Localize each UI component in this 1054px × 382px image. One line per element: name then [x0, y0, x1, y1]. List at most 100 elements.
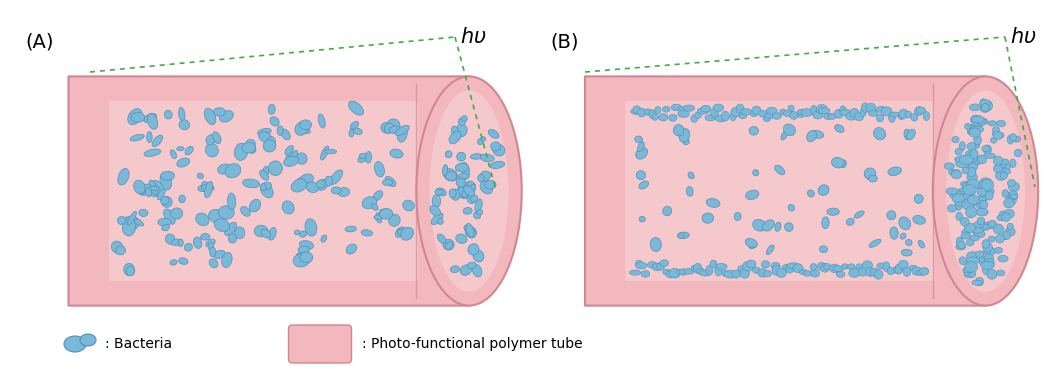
- Ellipse shape: [983, 247, 995, 256]
- Ellipse shape: [775, 222, 781, 231]
- Ellipse shape: [968, 195, 979, 204]
- Ellipse shape: [663, 269, 670, 275]
- Ellipse shape: [829, 264, 840, 273]
- Ellipse shape: [330, 170, 343, 185]
- Ellipse shape: [722, 270, 729, 276]
- Ellipse shape: [674, 125, 684, 136]
- Ellipse shape: [916, 270, 926, 275]
- Ellipse shape: [736, 104, 744, 113]
- Ellipse shape: [659, 114, 668, 121]
- Ellipse shape: [630, 108, 641, 114]
- Ellipse shape: [956, 244, 965, 250]
- Ellipse shape: [967, 189, 975, 196]
- Ellipse shape: [745, 238, 758, 248]
- Ellipse shape: [979, 256, 990, 265]
- Ellipse shape: [1004, 209, 1014, 218]
- Ellipse shape: [242, 142, 256, 153]
- Ellipse shape: [748, 241, 756, 249]
- Ellipse shape: [464, 186, 474, 196]
- Ellipse shape: [861, 103, 868, 112]
- Ellipse shape: [764, 270, 772, 277]
- Ellipse shape: [906, 129, 915, 140]
- Ellipse shape: [761, 261, 769, 268]
- Ellipse shape: [638, 108, 646, 117]
- Ellipse shape: [1010, 159, 1016, 167]
- Ellipse shape: [647, 262, 658, 268]
- Ellipse shape: [973, 230, 984, 238]
- Ellipse shape: [294, 230, 300, 235]
- Ellipse shape: [430, 90, 508, 292]
- Ellipse shape: [706, 265, 713, 275]
- Ellipse shape: [270, 117, 279, 126]
- Ellipse shape: [385, 123, 394, 134]
- Ellipse shape: [172, 239, 181, 246]
- Ellipse shape: [437, 218, 444, 224]
- Ellipse shape: [148, 113, 158, 129]
- Ellipse shape: [671, 104, 682, 111]
- Ellipse shape: [962, 199, 974, 209]
- Ellipse shape: [432, 195, 441, 207]
- Ellipse shape: [714, 104, 724, 112]
- Ellipse shape: [923, 112, 930, 120]
- Ellipse shape: [449, 131, 461, 144]
- Ellipse shape: [933, 76, 1038, 306]
- Ellipse shape: [444, 169, 457, 181]
- Ellipse shape: [149, 180, 157, 194]
- Ellipse shape: [158, 219, 171, 226]
- Ellipse shape: [967, 263, 973, 272]
- Ellipse shape: [823, 113, 833, 120]
- Ellipse shape: [999, 211, 1007, 220]
- Ellipse shape: [206, 134, 216, 145]
- Ellipse shape: [396, 128, 405, 137]
- Ellipse shape: [260, 183, 267, 191]
- Ellipse shape: [749, 126, 759, 135]
- Ellipse shape: [387, 119, 401, 132]
- Ellipse shape: [965, 151, 973, 157]
- Ellipse shape: [889, 113, 895, 123]
- Ellipse shape: [449, 189, 456, 198]
- Ellipse shape: [1004, 227, 1015, 236]
- Ellipse shape: [466, 223, 474, 237]
- Ellipse shape: [117, 217, 125, 225]
- Ellipse shape: [204, 181, 213, 198]
- Ellipse shape: [948, 205, 956, 212]
- Ellipse shape: [200, 233, 210, 240]
- Ellipse shape: [457, 186, 467, 195]
- Ellipse shape: [811, 270, 820, 277]
- Ellipse shape: [965, 207, 977, 217]
- Ellipse shape: [124, 217, 137, 221]
- Ellipse shape: [1010, 134, 1016, 141]
- Ellipse shape: [462, 116, 467, 121]
- Ellipse shape: [876, 106, 886, 113]
- FancyBboxPatch shape: [625, 101, 935, 281]
- FancyBboxPatch shape: [109, 101, 418, 281]
- Ellipse shape: [956, 212, 962, 220]
- Ellipse shape: [730, 107, 742, 117]
- Ellipse shape: [170, 260, 177, 265]
- Ellipse shape: [460, 164, 466, 170]
- Ellipse shape: [635, 136, 643, 143]
- Ellipse shape: [836, 271, 845, 277]
- Ellipse shape: [268, 137, 275, 147]
- Ellipse shape: [740, 269, 749, 278]
- Ellipse shape: [467, 262, 476, 269]
- Ellipse shape: [798, 112, 804, 118]
- Ellipse shape: [639, 216, 645, 222]
- Ellipse shape: [905, 111, 912, 118]
- Ellipse shape: [854, 211, 864, 218]
- Ellipse shape: [480, 181, 492, 194]
- Ellipse shape: [780, 109, 786, 115]
- Ellipse shape: [264, 140, 276, 152]
- Ellipse shape: [632, 106, 641, 113]
- Ellipse shape: [128, 211, 136, 225]
- Ellipse shape: [978, 182, 992, 192]
- Ellipse shape: [130, 216, 143, 226]
- Ellipse shape: [970, 235, 979, 241]
- Ellipse shape: [855, 113, 863, 121]
- Ellipse shape: [325, 176, 333, 186]
- Ellipse shape: [219, 110, 233, 122]
- Ellipse shape: [983, 243, 993, 253]
- Ellipse shape: [277, 126, 284, 136]
- Ellipse shape: [249, 147, 256, 154]
- Ellipse shape: [868, 239, 881, 247]
